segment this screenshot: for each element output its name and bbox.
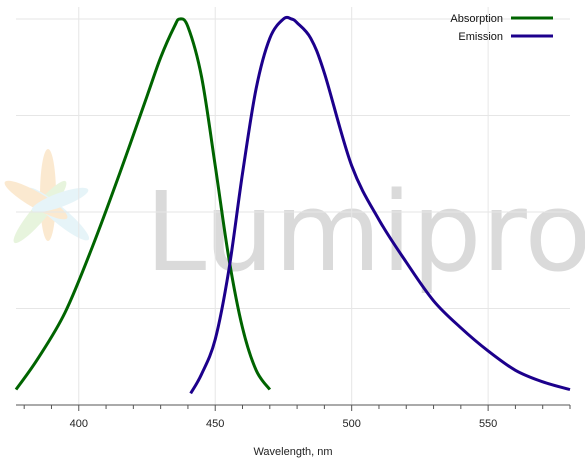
x-tick-label: 450 [206, 418, 224, 430]
x-axis-title: Wavelength, nm [253, 446, 332, 458]
x-tick-label: 500 [342, 418, 360, 430]
series-layer [14, 15, 571, 395]
watermark-text: Lumiprobe [145, 168, 585, 296]
x-tick-label: 400 [70, 418, 88, 430]
series-line-absorption [14, 17, 272, 391]
watermark-logo: Lumiprobe [4, 149, 585, 296]
legend: Absorption Emission [450, 13, 553, 43]
legend-label-absorption: Absorption [450, 13, 503, 25]
grid [16, 7, 570, 405]
x-axis-ticks [23, 405, 571, 411]
legend-label-emission: Emission [458, 31, 503, 43]
series-line-emission [189, 15, 571, 395]
x-tick-label: 550 [479, 418, 497, 430]
x-axis-tick-labels: 400 450 500 550 [70, 418, 498, 430]
watermark-leaf-icon [4, 149, 90, 244]
